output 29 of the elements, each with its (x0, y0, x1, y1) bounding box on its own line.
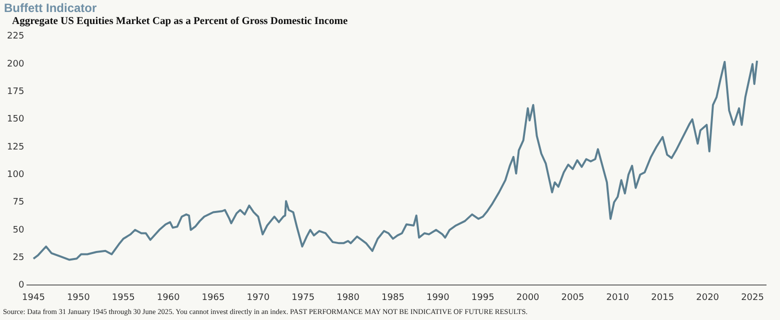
y-tick-label: 175 (6, 87, 24, 98)
x-tick-label: 2005 (561, 292, 584, 303)
y-tick-label: 25 (12, 252, 24, 263)
y-tick-label: 75 (12, 198, 24, 208)
x-tick-label: 1970 (246, 292, 270, 303)
x-tick-label: 1990 (426, 292, 450, 303)
x-tick-label: 1950 (66, 292, 90, 303)
x-tick-label: 1960 (156, 292, 180, 303)
chart-title: Buffett Indicator (4, 1, 97, 15)
x-tick-label: 1945 (22, 292, 45, 303)
x-tick-label: 1955 (112, 292, 135, 303)
y-tick-label: 125 (6, 142, 24, 152)
y-tick-label: 100 (6, 170, 24, 180)
y-tick-label: 150 (6, 114, 24, 125)
x-tick-label: 1975 (292, 292, 315, 303)
y-tick-label: 225 (6, 32, 24, 42)
y-tick-label: 0 (18, 280, 24, 291)
x-tick-label: 1980 (336, 292, 360, 303)
x-tick-label: 2010 (606, 292, 630, 303)
x-tick-label: 1995 (471, 292, 494, 303)
chart-subtitle: Aggregate US Equities Market Cap as a Percent of Gross Domestic Income (12, 16, 348, 27)
x-tick-label: 2015 (651, 292, 674, 303)
x-tick-label: 1965 (202, 292, 225, 303)
x-tick-label: 2000 (516, 292, 540, 303)
y-tick-label: 200 (6, 59, 24, 70)
y-tick-label: 50 (12, 225, 24, 236)
x-tick-label: 2025 (741, 292, 764, 303)
x-tick-label: 1985 (382, 292, 404, 303)
x-tick-label: 2020 (696, 292, 720, 303)
